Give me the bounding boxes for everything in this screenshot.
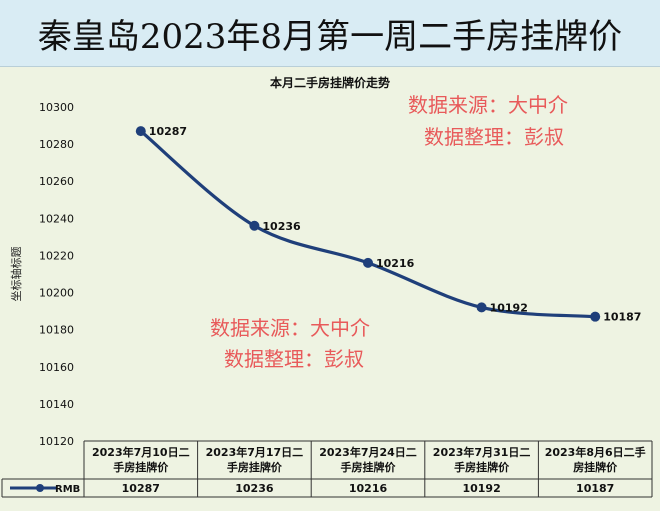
data-label: 10216 — [376, 257, 415, 270]
chart-background — [0, 67, 660, 511]
banner-title: 秦皇岛2023年8月第一周二手房挂牌价 — [37, 16, 623, 57]
table-value: 10236 — [235, 482, 274, 495]
data-point — [476, 302, 487, 313]
y-tick-label: 10220 — [39, 249, 74, 262]
y-tick-label: 10140 — [39, 398, 74, 411]
watermark-top-line1: 数据来源：大中介 — [408, 93, 568, 117]
x-category-label: 2023年7月10日二 — [92, 445, 190, 459]
data-point — [135, 126, 146, 137]
legend-marker — [36, 484, 44, 492]
data-label: 10236 — [262, 220, 301, 233]
y-axis-ticks: 10120 10140 10160 10180 10200 10220 10240 10260… — [39, 101, 74, 448]
x-category-label: 手房挂牌价 — [227, 460, 283, 474]
y-axis-title: 坐标轴标题 — [9, 247, 23, 302]
x-category-label: 房挂牌价 — [573, 460, 618, 474]
data-label: 10192 — [490, 301, 528, 314]
legend-series-name: RMB — [55, 484, 80, 495]
x-category-label: 手房挂牌价 — [113, 460, 169, 474]
watermark-top-line2: 数据整理：彭叔 — [424, 125, 564, 149]
data-point — [249, 220, 260, 231]
data-point — [363, 257, 373, 268]
data-point — [590, 311, 601, 322]
data-table: 2023年7月10日二手房挂牌价102872023年7月17日二手房挂牌价102… — [1, 440, 653, 498]
y-tick-label: 10240 — [39, 212, 74, 225]
watermark-middle-line1: 数据来源：大中介 — [210, 316, 370, 340]
y-tick-label: 10200 — [39, 287, 74, 300]
y-tick-label: 10120 — [39, 435, 74, 448]
table-value: 10192 — [462, 482, 500, 495]
y-tick-label: 10260 — [39, 175, 74, 188]
x-category-label: 2023年8月6日二手 — [545, 445, 646, 459]
table-value: 10187 — [576, 482, 614, 495]
x-category-label: 手房挂牌价 — [341, 460, 397, 474]
x-category-label: 手房挂牌价 — [454, 460, 510, 474]
y-tick-label: 10160 — [39, 361, 74, 374]
watermark-middle: 数据来源：大中介 数据整理：彭叔 — [210, 316, 370, 371]
data-points — [135, 126, 601, 322]
y-tick-label: 10280 — [39, 138, 74, 151]
line-chart: 本月二手房挂牌价走势 坐标轴标题 10120 10140 10160 10180 102… — [1, 75, 653, 498]
table-value: 10287 — [122, 482, 160, 495]
watermark-top: 数据来源：大中介 数据整理：彭叔 — [408, 93, 568, 149]
watermark-middle-line2: 数据整理：彭叔 — [224, 347, 364, 371]
x-category-label: 2023年7月24日二 — [319, 445, 417, 459]
y-tick-label: 10300 — [39, 101, 74, 114]
data-labels: 10287 10236 10216 10192 10187 — [149, 125, 642, 324]
x-category-label: 2023年7月31日二 — [433, 445, 531, 459]
data-label: 10187 — [603, 311, 641, 324]
x-category-label: 2023年7月17日二 — [206, 445, 304, 459]
series-line-rmb — [139, 129, 596, 319]
title-banner: 秦皇岛2023年8月第一周二手房挂牌价 — [0, 0, 660, 67]
chart-title: 本月二手房挂牌价走势 — [270, 75, 390, 90]
table-value: 10216 — [349, 482, 388, 495]
data-label: 10287 — [149, 125, 187, 138]
y-tick-label: 10180 — [39, 324, 74, 337]
